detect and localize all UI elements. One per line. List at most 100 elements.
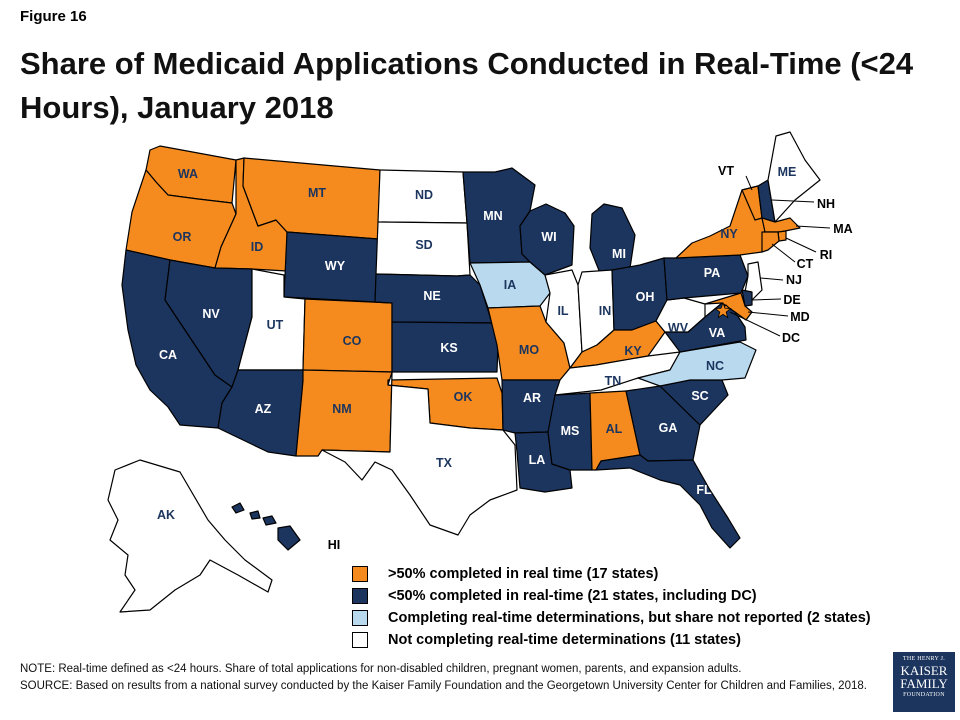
state-label-in: IN [599,304,612,318]
leader-line-nh [771,199,815,203]
state-label-wa: WA [178,167,198,181]
logo-line: FAMILY [900,676,948,691]
state-label-nv: NV [202,307,220,321]
legend-swatch [352,610,368,626]
figure-label: Figure 16 [20,8,87,25]
state-label-ct: CT [797,257,814,271]
chart-title: Share of Medicaid Applications Conducted… [20,46,914,125]
state-hi [262,515,277,526]
state-label-me: ME [778,165,797,179]
note-text: NOTE: Real-time defined as <24 hours. Sh… [20,663,742,675]
legend-label: <50% completed in real-time (21 states, … [388,588,757,604]
state-label-nc: NC [706,359,724,373]
state-label-al: AL [606,422,623,436]
dc-star-icon [714,301,732,319]
state-label-ar: AR [523,391,541,405]
leader-line-ri [785,237,817,253]
state-label-wy: WY [325,259,346,273]
leader-line-md [747,311,789,317]
state-hi [231,502,245,514]
legend-label: >50% completed in real time (17 states) [388,566,659,582]
state-label-hi: HI [328,538,341,552]
leader-line-nj [759,277,784,281]
leader-line-dc [729,311,781,337]
state-de [741,289,753,307]
state-label-oh: OH [636,290,655,304]
state-label-mo: MO [519,343,539,357]
state-label-nd: ND [415,188,433,202]
state-label-az: AZ [255,402,272,416]
state-label-mn: MN [483,209,502,223]
legend-label: Completing real-time determinations, but… [388,610,871,626]
state-md [704,292,753,321]
state-label-il: IL [557,304,568,318]
legend-item: Completing real-time determinations, but… [352,607,871,629]
legend-item: Not completing real-time determinations … [352,629,871,651]
state-ct [761,231,780,253]
state-label-md: MD [790,310,809,324]
state-label-or: OR [173,230,192,244]
state-label-mi: MI [612,247,626,261]
state-label-tn: TN [605,374,622,388]
state-label-ok: OK [454,390,473,404]
state-ms [547,392,593,471]
state-label-dc: DC [782,331,800,345]
state-label-id: ID [251,240,264,254]
state-label-nm: NM [332,402,351,416]
logo-line: KAISER [900,663,948,678]
legend-swatch [352,566,368,582]
state-tx [321,371,518,536]
state-label-ak: AK [157,508,175,522]
state-label-ks: KS [440,341,457,355]
state-me [767,131,821,223]
state-ak [107,459,273,613]
state-label-wv: WV [668,321,689,335]
legend: >50% completed in real time (17 states) … [352,563,871,651]
state-label-mt: MT [308,186,326,200]
legend-swatch [352,588,368,604]
legend-item: <50% completed in real-time (21 states, … [352,585,871,607]
kff-logo: THE HENRY J. KAISER FAMILY FOUNDATION [893,652,955,712]
leader-line-ma [795,225,831,229]
leader-line-ct [771,243,796,263]
state-label-tx: TX [436,456,453,470]
state-ks [391,321,499,373]
state-label-sd: SD [415,238,432,252]
state-label-de: DE [783,293,800,307]
logo-line: FOUNDATION [903,692,945,698]
state-label-va: VA [709,326,725,340]
state-label-ca: CA [159,348,177,362]
state-label-sc: SC [691,389,708,403]
state-label-ga: GA [659,421,678,435]
state-label-ky: KY [624,344,642,358]
state-label-ms: MS [561,424,580,438]
state-label-nj: NJ [786,273,802,287]
logo-line: THE HENRY J. [902,656,946,662]
legend-swatch [352,632,368,648]
state-nc [637,341,757,387]
state-label-la: LA [529,453,546,467]
state-label-co: CO [343,334,362,348]
state-label-ut: UT [267,318,284,332]
leader-line-vt [745,175,753,191]
state-hi [249,510,261,520]
state-mi [589,203,636,274]
state-fl [595,454,741,549]
state-label-vt: VT [718,164,734,178]
legend-item: >50% completed in real time (17 states) [352,563,871,585]
state-label-ma: MA [833,222,852,236]
state-wi [519,203,575,276]
footnote: NOTE: Real-time defined as <24 hours. Sh… [20,661,880,695]
source-text: SOURCE: Based on results from a national… [20,680,867,692]
state-hi [277,525,301,551]
state-label-wi: WI [541,230,556,244]
state-ma [761,217,801,233]
state-label-ny: NY [720,227,738,241]
state-label-nh: NH [817,197,835,211]
state-label-fl: FL [696,483,712,497]
state-label-ri: RI [820,248,833,262]
legend-label: Not completing real-time determinations … [388,632,741,648]
state-label-ia: IA [504,278,517,292]
leader-line-de [751,298,782,301]
